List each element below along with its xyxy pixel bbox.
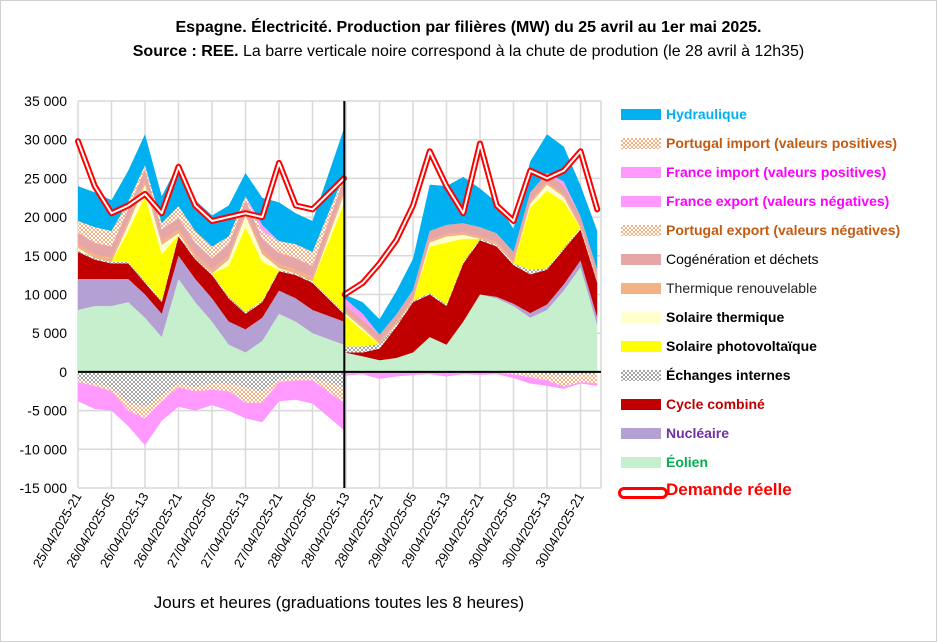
area-portugal-export-valeurs-n-gatives- — [78, 378, 344, 419]
y-tick-label: 30 000 — [24, 132, 67, 148]
area-portugal-export-valeurs-n-gatives- — [344, 372, 598, 387]
legend-label: Solaire photovoltaïque — [666, 338, 817, 354]
y-tick-label: 25 000 — [24, 170, 67, 186]
legend-label: Échanges internes — [666, 367, 791, 383]
legend-label: Thermique renouvelable — [666, 280, 817, 296]
legend-label: Cycle combiné — [666, 396, 765, 412]
y-tick-label: -5 000 — [27, 403, 67, 419]
area-cycle-combin- — [78, 236, 344, 330]
demand-line-inner — [77, 140, 345, 222]
legend-label: Cogénération et déchets — [666, 251, 819, 267]
chart-subtitle: Source : REE. La barre verticale noire c… — [1, 43, 936, 61]
area-solaire-photovolta-que — [78, 196, 344, 313]
y-tick-label: -10 000 — [20, 441, 68, 457]
legend-label: Portugal export (valeurs négatives) — [666, 222, 901, 238]
demand-line-inner — [343, 142, 599, 296]
chart-title: Espagne. Électricité. Production par fil… — [175, 19, 762, 36]
subtitle-source: Source : REE. — [132, 43, 239, 60]
legend-swatch — [621, 167, 661, 178]
legend-swatch — [621, 312, 661, 323]
legend-label: Nucléaire — [666, 425, 730, 441]
area-solaire-photovolta-que — [344, 190, 598, 347]
y-tick-label: -15 000 — [20, 480, 68, 496]
legend-label: France import (valeurs positives) — [666, 164, 887, 180]
legend-swatch — [621, 428, 661, 439]
area-france-export-valeurs-n-gatives- — [344, 372, 598, 389]
legend-label: Demande réelle — [666, 480, 792, 499]
area-portugal-import-valeurs-positives- — [78, 165, 344, 266]
y-tick-label: 35 000 — [24, 93, 67, 109]
legend-swatch — [621, 138, 661, 149]
y-tick-label: 20 000 — [24, 209, 67, 225]
legend-swatch — [621, 254, 661, 265]
legend-label: Solaire thermique — [666, 309, 785, 325]
area-hydraulique — [344, 134, 598, 335]
area--olien — [78, 279, 344, 372]
demand-line — [75, 138, 347, 224]
y-tick-label: 15 000 — [24, 248, 67, 264]
legend-swatch — [621, 225, 661, 236]
legend-swatch — [621, 341, 661, 352]
area-cycle-combin- — [344, 229, 598, 361]
legend-swatch — [621, 196, 661, 207]
legend-swatch — [621, 457, 661, 468]
y-tick-label: 10 000 — [24, 287, 67, 303]
legend-label: Portugal import (valeurs positives) — [666, 135, 898, 151]
area--changes-internes — [78, 371, 344, 407]
legend-swatch — [621, 370, 661, 381]
area-nucl-aire — [78, 255, 344, 353]
legend-swatch — [621, 283, 661, 294]
legend-swatch — [618, 487, 668, 499]
subtitle-note: La barre verticale noire correspond à la… — [238, 43, 805, 60]
legend-label: France export (valeurs négatives) — [666, 193, 890, 209]
y-tick-label: 0 — [59, 364, 67, 380]
legend-swatch — [621, 399, 661, 410]
y-tick-label: 5 000 — [32, 325, 67, 341]
legend-swatch — [621, 109, 661, 120]
area--olien — [344, 267, 598, 372]
area-france-export-valeurs-n-gatives- — [78, 380, 344, 446]
legend-label: Hydraulique — [666, 106, 747, 122]
x-axis-title: Jours et heures (graduations toutes les … — [153, 593, 525, 612]
area-cog-n-ration-et-d-chets — [344, 172, 598, 342]
legend-label: Éolien — [666, 454, 709, 470]
area-hydraulique — [78, 128, 344, 252]
